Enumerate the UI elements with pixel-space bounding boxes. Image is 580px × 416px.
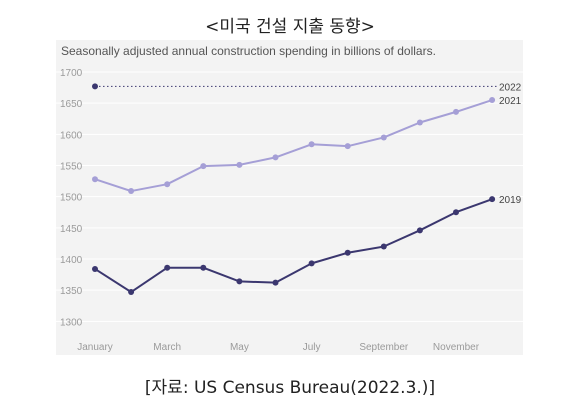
series-label-2019: 2019 — [499, 195, 522, 206]
y-tick-label: 1400 — [60, 255, 83, 266]
data-point-2019 — [380, 243, 387, 250]
data-point-2021 — [489, 97, 496, 104]
x-tick-label: July — [303, 342, 321, 353]
x-tick-label: November — [433, 342, 480, 353]
data-point-2019 — [236, 278, 243, 285]
data-point-2021 — [236, 161, 243, 168]
data-point-2021 — [380, 134, 387, 141]
data-point-2021 — [200, 163, 207, 170]
grid — [56, 71, 523, 322]
chart-title: <미국 건설 지출 동향> — [205, 17, 375, 37]
data-point-2021 — [453, 108, 459, 115]
data-point-2019 — [308, 260, 315, 267]
series-lines — [94, 85, 498, 294]
series-points — [92, 83, 496, 296]
data-point-2021 — [164, 181, 171, 188]
y-tick-label: 1500 — [60, 193, 83, 204]
data-point-2019 — [489, 196, 496, 203]
data-point-2019 — [416, 227, 423, 234]
chart-subtitle: Seasonally adjusted annual construction … — [61, 44, 436, 58]
data-point-2019 — [164, 264, 171, 271]
data-point-2022 — [92, 83, 98, 90]
x-tick-label: March — [153, 342, 181, 353]
series-line-2021 — [94, 99, 493, 193]
data-point-2021 — [272, 154, 279, 161]
data-point-2019 — [128, 289, 135, 296]
series-line-2019 — [94, 198, 493, 294]
data-point-2019 — [272, 279, 279, 286]
y-tick-label: 1550 — [60, 161, 83, 172]
data-point-2021 — [128, 188, 135, 195]
y-tick-label: 1650 — [60, 99, 83, 110]
series-end-labels: 2021 2019 2022 — [499, 82, 522, 206]
y-tick-label: 1450 — [60, 224, 83, 235]
data-point-2021 — [92, 176, 98, 183]
x-tick-label: September — [359, 342, 409, 353]
y-tick-label: 1600 — [60, 130, 83, 141]
data-point-2021 — [308, 141, 315, 148]
series-label-2021: 2021 — [499, 96, 522, 107]
data-point-2019 — [344, 249, 351, 256]
y-tick-label: 1300 — [60, 317, 83, 328]
data-point-2019 — [92, 265, 98, 272]
x-tick-label: May — [230, 342, 249, 353]
y-tick-label: 1700 — [60, 68, 83, 79]
y-tick-label: 1350 — [60, 286, 83, 297]
data-point-2019 — [200, 264, 207, 271]
data-point-2021 — [344, 143, 351, 150]
data-point-2019 — [453, 209, 459, 216]
series-label-2022: 2022 — [499, 82, 522, 93]
x-tick-label: January — [77, 342, 113, 353]
data-point-2021 — [416, 119, 423, 126]
chart-panel — [56, 40, 523, 355]
source-caption: [자료: US Census Bureau(2022.3.)] — [144, 378, 436, 398]
y-axis-labels: 1300 1350 1400 1450 1500 1550 1600 1650 1700 — [60, 68, 83, 328]
x-axis-labels: January March May July September November — [77, 342, 480, 353]
